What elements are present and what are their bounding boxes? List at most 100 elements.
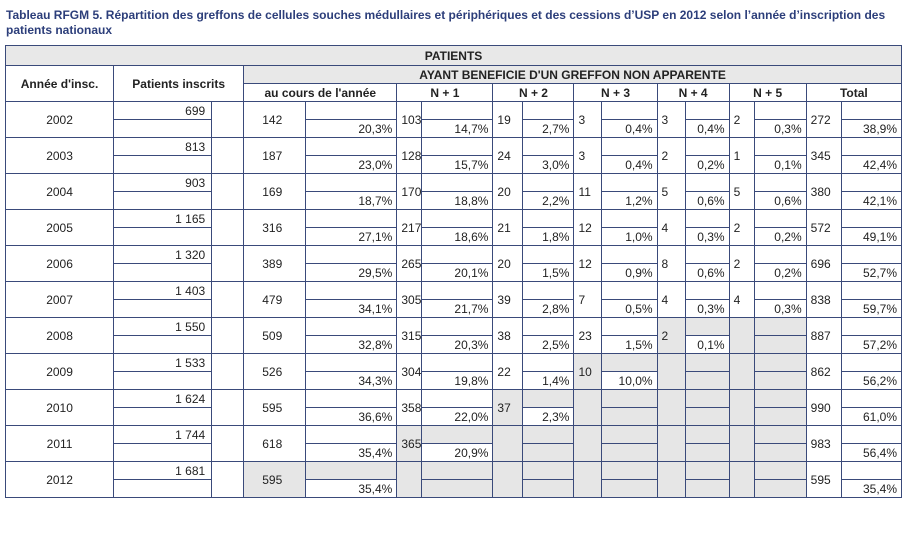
table-row-pct: 34,1% 21,7% 2,8% 0,5% 0,3% 0,3% 59,7% (6, 299, 903, 318)
cell-percent (684, 407, 730, 426)
cell-count (573, 389, 602, 426)
cell-percent: 0,6% (684, 263, 730, 282)
cell-percent: 15,7% (421, 155, 494, 174)
cell-blank (421, 281, 494, 300)
cell-blank (840, 461, 903, 480)
header-col-n2: N + 2 (492, 83, 575, 102)
cell-percent: 1,5% (600, 335, 658, 354)
table-row: 2008 1 550 509 315 38 23 2 887 (4, 317, 903, 354)
cell-percent: 36,6% (305, 407, 398, 426)
cell-percent (684, 443, 730, 462)
cell-blank (840, 281, 903, 300)
cell-percent: 2,2% (522, 191, 575, 210)
cell-year: 2007 (4, 281, 115, 318)
cell-registered: 1 744 (113, 425, 213, 444)
table-row: 2009 1 533 526 304 22 10 862 (4, 353, 903, 390)
cell-total-percent: 52,7% (840, 263, 903, 282)
cell-blank (840, 173, 903, 192)
cell-blank (113, 227, 213, 246)
cell-year: 2005 (4, 209, 115, 246)
cell-year: 2012 (4, 461, 115, 498)
cell-blank (840, 137, 903, 156)
cell-count: 595 (243, 389, 307, 426)
cell-count: 526 (243, 353, 307, 390)
cell-count: 170 (396, 173, 423, 210)
cell-blank (753, 245, 807, 264)
cell-blank (753, 461, 807, 480)
cell-blank (522, 461, 575, 480)
cell-percent: 29,5% (305, 263, 398, 282)
cell-total-percent: 38,9% (840, 119, 903, 138)
cell-percent: 1,8% (522, 227, 575, 246)
cell-blank (840, 389, 903, 408)
cell-total-percent: 61,0% (840, 407, 903, 426)
cell-blank (522, 173, 575, 192)
table-row: 2005 1 165 316 217 21 12 4 2 572 (4, 209, 903, 246)
table-row: 2004 903 169 170 20 11 5 5 380 (4, 173, 903, 210)
cell-percent (753, 443, 807, 462)
cell-percent: 2,3% (522, 407, 575, 426)
cell-percent: 20,1% (421, 263, 494, 282)
cell-count (728, 317, 755, 354)
cell-percent (684, 479, 730, 498)
cell-count: 4 (728, 281, 755, 318)
cell-registered: 1 403 (113, 281, 213, 300)
cell-total-percent: 35,4% (840, 479, 903, 498)
cell-blank (522, 389, 575, 408)
cell-blank (522, 425, 575, 444)
cell-percent: 3,0% (522, 155, 575, 174)
cell-percent: 1,5% (522, 263, 575, 282)
cell-percent: 20,9% (421, 443, 494, 462)
cell-count: 21 (492, 209, 524, 246)
cell-blank (305, 173, 398, 192)
cell-count: 4 (656, 281, 686, 318)
cell-blank (305, 245, 398, 264)
cell-percent (753, 479, 807, 498)
cell-percent: 34,3% (305, 371, 398, 390)
cell-count: 187 (243, 137, 307, 174)
cell-blank (600, 137, 658, 156)
cell-count (656, 353, 686, 390)
cell-blank (753, 137, 807, 156)
cell-percent: 1,2% (600, 191, 658, 210)
cell-blank (305, 317, 398, 336)
table-row: 2010 1 624 595 358 37 990 (4, 389, 903, 426)
cell-blank (600, 281, 658, 300)
cell-blank (113, 119, 213, 138)
cell-percent: 0,6% (753, 191, 807, 210)
cell-total-count: 595 (805, 461, 842, 498)
header-col-year: au cours de l'année (243, 83, 398, 102)
table-row-pct: 29,5% 20,1% 1,5% 0,9% 0,6% 0,2% 52,7% (6, 263, 903, 282)
header-benefit: AYANT BENEFICIE D'UN GREFFON NON APPAREN… (243, 65, 902, 84)
cell-count (656, 425, 686, 462)
cell-percent: 19,8% (421, 371, 494, 390)
cell-percent: 34,1% (305, 299, 398, 318)
cell-count: 22 (492, 353, 524, 390)
cell-blank (113, 335, 213, 354)
cell-spacer (211, 245, 245, 282)
cell-percent: 14,7% (421, 119, 494, 138)
cell-spacer (211, 137, 245, 174)
cell-count: 19 (492, 101, 524, 138)
cell-count: 2 (728, 209, 755, 246)
cell-total-percent: 42,1% (840, 191, 903, 210)
cell-percent (684, 371, 730, 390)
cell-count: 316 (243, 209, 307, 246)
cell-count: 2 (656, 137, 686, 174)
table-row: 2012 1 681 595 595 (4, 461, 903, 498)
cell-registered: 699 (113, 101, 213, 120)
cell-percent: 2,8% (522, 299, 575, 318)
cell-count (728, 389, 755, 426)
cell-total-count: 272 (805, 101, 842, 138)
cell-percent: 0,3% (684, 299, 730, 318)
table-row-pct: 35,4% 35,4% (6, 479, 903, 498)
cell-count: 39 (492, 281, 524, 318)
header-year: Année d'insc. (4, 65, 115, 102)
table-row: 2007 1 403 479 305 39 7 4 4 838 (4, 281, 903, 318)
cell-count (656, 461, 686, 498)
cell-percent: 18,7% (305, 191, 398, 210)
cell-registered: 813 (113, 137, 213, 156)
cell-count: 103 (396, 101, 423, 138)
cell-count: 11 (573, 173, 602, 210)
cell-percent: 18,8% (421, 191, 494, 210)
